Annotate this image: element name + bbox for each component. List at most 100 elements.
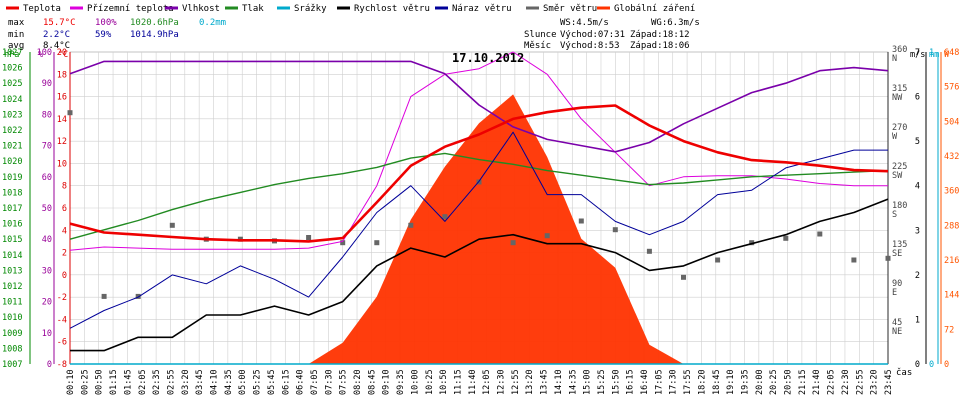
x-tick-label: 06:15 bbox=[281, 369, 291, 395]
chart-title: 17.10.2012 bbox=[452, 51, 524, 65]
series-line-rychlost-v-tru bbox=[70, 198, 889, 352]
tick-dir-deg: 90 bbox=[892, 279, 902, 289]
unit-hpa: hPa bbox=[4, 50, 19, 60]
tick-hpa: 1008 bbox=[2, 344, 22, 354]
x-tick-label: 18:45 bbox=[712, 369, 722, 395]
stat-max-temp: 15.7°C bbox=[43, 18, 76, 28]
series-wind-dir-point bbox=[374, 240, 380, 246]
stat-avg-label: avg bbox=[8, 41, 24, 51]
tick-dir-compass: W bbox=[892, 132, 898, 142]
x-tick-label: 05:25 bbox=[253, 369, 263, 395]
tick-ms: 0 bbox=[915, 360, 920, 370]
info-wg: WG:6.3m/s bbox=[651, 18, 700, 28]
x-tick-label: 15:25 bbox=[597, 369, 607, 395]
tick-w: 360 bbox=[944, 187, 959, 197]
x-tick-label: 23:20 bbox=[870, 369, 880, 395]
tick-ms: 3 bbox=[915, 226, 920, 236]
axes: 1007100810091010101110121013101410151016… bbox=[2, 45, 959, 370]
x-unit-label: čas bbox=[896, 367, 912, 378]
x-tick-label: 14:10 bbox=[554, 369, 564, 395]
x-tick-label: 21:40 bbox=[812, 369, 822, 395]
tick-hpa: 1027 bbox=[2, 48, 22, 58]
series-wind-dir-point bbox=[442, 214, 448, 220]
legend-label-ground_temperature: Přízemní teplota bbox=[87, 4, 174, 14]
stat-avg-temp: 8.4°C bbox=[43, 41, 70, 51]
x-tick-label: 20:00 bbox=[755, 369, 765, 395]
info-moon-label: Měsíc bbox=[524, 41, 551, 51]
tick-temp: 6 bbox=[62, 204, 67, 214]
tick-pct: 30 bbox=[42, 266, 52, 276]
stat-min-hum: 59% bbox=[95, 30, 112, 40]
series-layer bbox=[67, 51, 891, 365]
series-line-vlhkost bbox=[69, 60, 889, 153]
x-tick-label: 07:55 bbox=[339, 369, 349, 395]
series-line-n-raz-v-tru bbox=[69, 131, 888, 329]
tick-temp: -6 bbox=[57, 338, 67, 348]
x-tick-label: 13:20 bbox=[525, 369, 535, 395]
x-tick-label: 17:05 bbox=[654, 369, 664, 395]
tick-dir-compass: SW bbox=[892, 171, 903, 181]
x-tick-label: 12:55 bbox=[511, 369, 521, 395]
x-tick-label: 15:00 bbox=[583, 369, 593, 395]
tick-hpa: 1009 bbox=[2, 329, 22, 339]
x-tick-label: 05:00 bbox=[238, 369, 248, 395]
unit-temp: °C bbox=[58, 50, 68, 60]
x-tick-label: 16:40 bbox=[640, 369, 650, 395]
tick-hpa: 1014 bbox=[2, 251, 22, 261]
x-tick-label: 22:30 bbox=[841, 369, 851, 395]
tick-hpa: 1024 bbox=[2, 95, 22, 105]
legend: Teplota Přízemní teplota Vlhkost Tlak Srážky… bbox=[6, 4, 695, 14]
tick-temp: 10 bbox=[57, 159, 67, 169]
x-tick-label: 02:35 bbox=[152, 369, 162, 395]
tick-hpa: 1011 bbox=[2, 298, 22, 308]
tick-temp: 8 bbox=[62, 182, 67, 192]
series-wind-dir-point bbox=[817, 231, 823, 237]
info-sunset: Západ:18:12 bbox=[630, 30, 690, 40]
tick-w: 216 bbox=[944, 256, 959, 266]
x-tick-label: 23:45 bbox=[884, 369, 894, 395]
tick-w: 504 bbox=[944, 117, 959, 127]
tick-temp: 18 bbox=[57, 70, 67, 80]
series-wind-dir-point bbox=[67, 110, 73, 116]
x-tick-label: 00:25 bbox=[80, 369, 90, 395]
x-tick-label: 12:30 bbox=[497, 369, 507, 395]
tick-temp: 14 bbox=[57, 115, 67, 125]
series-wind-dir-point bbox=[851, 257, 857, 263]
tick-w: 576 bbox=[944, 83, 959, 93]
series-wind-dir-point bbox=[681, 274, 686, 280]
tick-ms: 1 bbox=[915, 315, 920, 325]
x-tick-label: 11:15 bbox=[453, 369, 463, 395]
tick-mm: 1 bbox=[929, 48, 934, 58]
tick-pct: 0 bbox=[47, 360, 52, 370]
stat-max-pres: 1020.6hPa bbox=[130, 18, 179, 28]
tick-w: 648 bbox=[944, 48, 959, 58]
series-line-teplota bbox=[69, 104, 889, 243]
legend-label-pressure: Tlak bbox=[242, 4, 264, 14]
tick-dir-deg: 180 bbox=[892, 201, 907, 211]
x-tick-label: 02:05 bbox=[138, 369, 148, 395]
tick-ms: 4 bbox=[915, 182, 920, 192]
tick-pct: 40 bbox=[42, 235, 52, 245]
tick-w: 144 bbox=[944, 291, 959, 301]
series-wind-dir-point bbox=[101, 293, 107, 299]
tick-w: 432 bbox=[944, 152, 959, 162]
x-tick-label: 05:45 bbox=[267, 369, 277, 395]
series-wind-dir-point bbox=[544, 233, 550, 239]
tick-ms: 7 bbox=[915, 48, 920, 58]
series-wind-dir-point bbox=[340, 240, 346, 246]
tick-hpa: 1016 bbox=[2, 220, 22, 230]
tick-hpa: 1017 bbox=[2, 204, 22, 214]
tick-temp: 16 bbox=[57, 93, 67, 103]
tick-dir-compass: S bbox=[892, 210, 897, 220]
unit-w: W bbox=[944, 50, 950, 60]
tick-hpa: 1026 bbox=[2, 64, 22, 74]
x-tick-label: 08:20 bbox=[353, 369, 363, 395]
series-wind-dir-point bbox=[646, 248, 652, 254]
tick-dir-deg: 270 bbox=[892, 123, 907, 133]
series-wind-dir-point bbox=[885, 255, 891, 261]
x-tick-label: 01:45 bbox=[123, 369, 133, 395]
x-tick-label: 15:50 bbox=[611, 369, 621, 395]
tick-temp: 12 bbox=[57, 137, 67, 147]
tick-temp: 2 bbox=[62, 249, 67, 259]
legend-label-wind_speed: Rychlost větru bbox=[354, 4, 430, 14]
